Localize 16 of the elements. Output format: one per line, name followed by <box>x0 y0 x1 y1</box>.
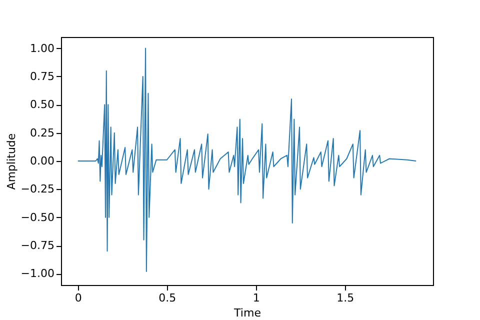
y-tick-label: 0.00 <box>30 154 54 168</box>
x-axis-title: Time <box>233 306 262 320</box>
y-tick-label: 0.75 <box>30 70 54 83</box>
x-tick-label: 0 <box>74 292 82 304</box>
y-axis-title: Amplitude <box>4 133 18 190</box>
y-tick-label: −0.25 <box>20 182 54 196</box>
x-tick-label: 0.5 <box>158 292 176 304</box>
y-tick-label: 0.25 <box>30 126 54 140</box>
y-tick-label: −0.50 <box>20 210 54 224</box>
x-tick-label: 1.5 <box>336 292 354 304</box>
y-tick-label: −0.75 <box>20 239 54 252</box>
y-tick-label: 1.00 <box>30 42 54 55</box>
y-tick-label: 0.50 <box>30 98 54 112</box>
line-series <box>77 48 417 272</box>
x-tick-label: 1 <box>252 292 260 304</box>
y-tick-label: −1.00 <box>20 267 54 280</box>
